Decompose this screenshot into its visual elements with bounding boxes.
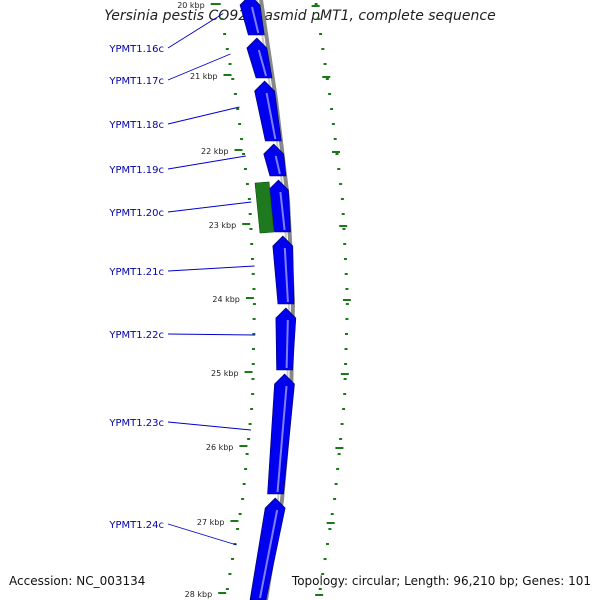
gene-highlight-stroke — [259, 509, 279, 599]
gene-label-YPMT1.22c: YPMT1.22c — [108, 330, 164, 341]
gene-highlight-stroke — [274, 155, 281, 175]
scale-tick-label: 20 kbp — [177, 1, 205, 10]
map-title: Yersinia pestis CO92 plasmid pMT1, compl… — [104, 8, 496, 24]
gene-leader-line — [167, 155, 246, 170]
gene-leader-line — [167, 523, 237, 546]
gene-leader-line — [167, 333, 256, 336]
gene-arrow-YPMT1.23c — [267, 373, 295, 495]
gene-arrow-YPMT1.18c — [254, 80, 282, 142]
gene-label-YPMT1.23c: YPMT1.23c — [108, 418, 164, 429]
scale-tick-label: 23 kbp — [209, 221, 237, 230]
ticks-layer: 20 kbp 21 kbp 22 kbp 23 kbp 24 kbp 25 kbp 26 k… — [177, 1, 351, 599]
scale-tick-label: 27 kbp — [197, 518, 225, 527]
scale-tick-label: 22 kbp — [201, 147, 229, 156]
scale-tick-label: 26 kbp — [206, 443, 234, 452]
topology-summary: Topology: circular; Length: 96,210 bp; G… — [291, 574, 591, 588]
gene-label-YPMT1.19c: YPMT1.19c — [108, 165, 164, 176]
gene-arrow-YPMT1.16c — [239, 0, 265, 36]
gene-feature-green — [254, 181, 275, 234]
gene-highlight-stroke — [265, 92, 277, 140]
gene-arrow-YPMT1.19c — [263, 143, 287, 177]
gene-highlight-stroke — [257, 49, 268, 77]
gene-label-YPMT1.21c: YPMT1.21c — [108, 267, 164, 278]
gene-highlight-stroke — [276, 385, 288, 493]
scale-tick-label: 21 kbp — [190, 72, 218, 81]
gene-highlight-stroke — [283, 247, 289, 303]
gene-leader-line — [167, 201, 252, 213]
accession-label: Accession: NC_003134 — [9, 574, 146, 588]
gene-arrow-YPMT1.22c — [275, 307, 297, 371]
genes-layer — [239, 0, 297, 600]
gene-leader-line — [167, 421, 251, 431]
gene-label-YPMT1.20c: YPMT1.20c — [108, 208, 164, 219]
scale-tick-label: 25 kbp — [211, 369, 239, 378]
gene-highlight-stroke — [279, 191, 286, 231]
gene-leader-line — [167, 265, 255, 272]
gene-arrow-YPMT1.21c — [272, 235, 295, 305]
gene-arrow-YPMT1.20c — [268, 179, 291, 233]
gene-label-YPMT1.18c: YPMT1.18c — [108, 120, 164, 131]
gene-highlight-stroke — [251, 6, 260, 34]
gene-leader-line — [167, 13, 224, 49]
gene-leader-line — [167, 53, 231, 81]
gene-arrow-YPMT1.17c — [246, 37, 273, 79]
gene-label-YPMT1.24c: YPMT1.24c — [108, 520, 164, 531]
gene-label-YPMT1.16c: YPMT1.16c — [108, 44, 164, 55]
labels-layer: YPMT1.16c YPMT1.17c YPMT1.18c YPMT1.19c YPMT… — [108, 13, 256, 546]
gene-leader-line — [167, 106, 240, 125]
scale-tick-label: 24 kbp — [212, 295, 240, 304]
gene-label-YPMT1.17c: YPMT1.17c — [108, 76, 164, 87]
gene-arrow-YPMT1.24c — [249, 497, 286, 600]
gene-highlight-stroke — [285, 319, 289, 369]
scale-tick-label: 28 kbp — [185, 590, 213, 599]
